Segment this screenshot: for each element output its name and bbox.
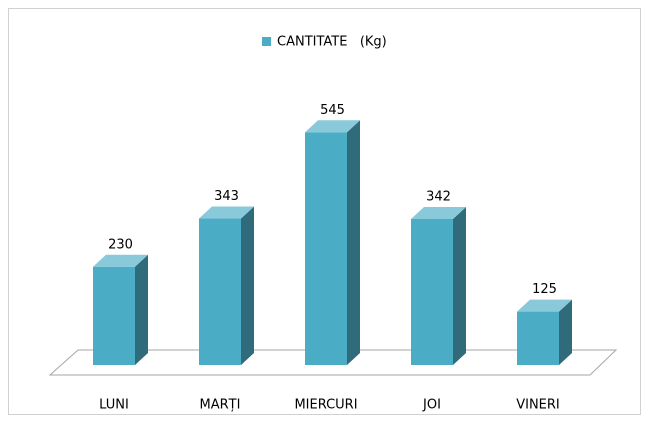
x-tick-label: MIERCURI — [294, 398, 357, 413]
bar-top — [93, 254, 148, 267]
x-tick-label: LUNI — [99, 398, 129, 413]
bar — [93, 266, 135, 365]
data-label: 343 — [214, 189, 239, 204]
x-tick-label: MARȚI — [200, 398, 241, 413]
bar-top — [199, 206, 254, 219]
bar — [199, 218, 241, 365]
bar — [411, 218, 453, 365]
data-label: 545 — [320, 103, 345, 118]
bar-side — [241, 206, 254, 365]
data-label: 125 — [532, 282, 557, 297]
bar — [305, 132, 347, 365]
bar-top — [305, 120, 360, 133]
bar-side — [347, 120, 360, 365]
bar — [517, 311, 559, 365]
x-tick-label: VINERI — [516, 398, 560, 413]
bar-side — [453, 206, 466, 365]
x-tick-label: JOI — [422, 398, 441, 413]
bar-side — [559, 299, 572, 365]
bar-top — [517, 299, 572, 312]
data-label: 230 — [108, 237, 133, 252]
data-label: 342 — [426, 189, 451, 204]
legend-swatch — [262, 37, 271, 46]
bar-top — [411, 206, 466, 219]
bar-side — [135, 254, 148, 365]
legend-label: CANTITATE (Kg) — [277, 35, 387, 50]
